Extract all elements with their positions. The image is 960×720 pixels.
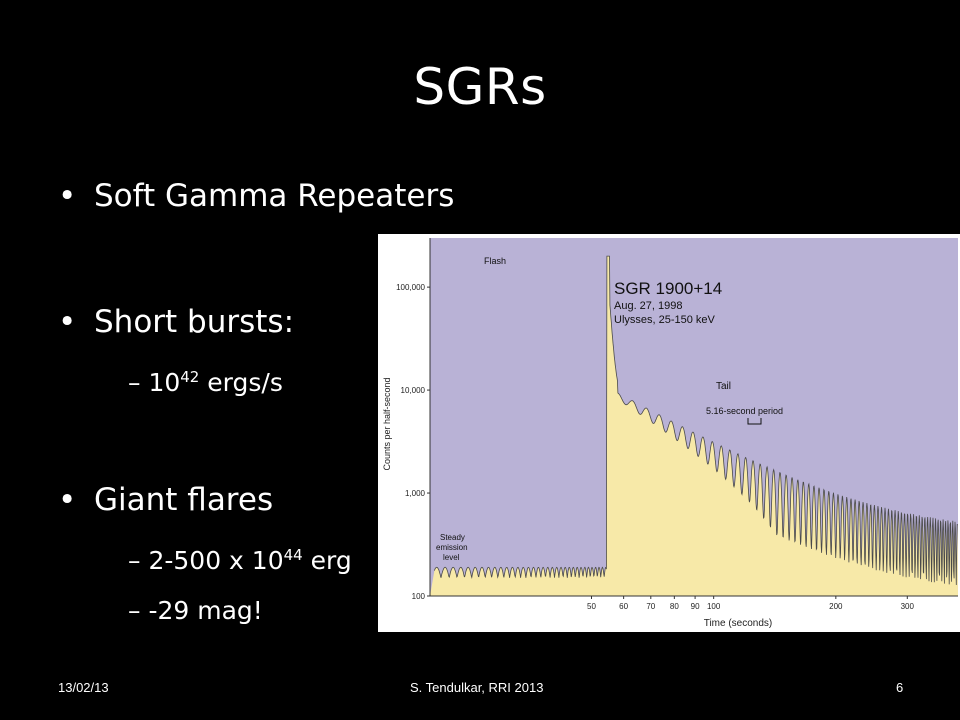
sub-bullet-short-energy: – 1042 ergs/s (128, 368, 283, 397)
bullet-text: Short bursts: (94, 304, 295, 340)
lightcurve-area (430, 255, 958, 596)
sub-bullet-unit: ergs/s (199, 368, 283, 397)
footer-date: 13/02/13 (58, 680, 109, 695)
period-label: 5.16-second period (706, 406, 783, 416)
sub-bullet-unit: erg (302, 546, 352, 575)
sub-bullet-exponent: 42 (180, 368, 200, 386)
x-tick-label: 90 (691, 602, 700, 611)
lightcurve-fill (430, 256, 958, 596)
plot-axes: 100 1,000 10,000 100,000 50 60 70 80 90 100 200 300 (396, 238, 958, 611)
x-tick-label: 60 (619, 602, 628, 611)
period-bracket (747, 418, 762, 425)
x-tick-label: 300 (901, 602, 915, 611)
sgr-lightcurve-figure: 100 1,000 10,000 100,000 50 60 70 80 90 100 200 300… (378, 234, 960, 632)
sub-bullet-base: -29 mag! (148, 596, 263, 625)
x-tick-label: 100 (707, 602, 721, 611)
y-tick-label: 1,000 (405, 489, 426, 498)
bullet-text: Soft Gamma Repeaters (94, 178, 455, 214)
x-tick-label: 200 (829, 602, 843, 611)
tail-label: Tail (716, 381, 731, 392)
steady-label-1: Steady (440, 533, 465, 542)
x-axis-label: Time (seconds) (704, 618, 773, 629)
box-title: SGR 1900+14 (614, 279, 722, 298)
steady-label-2: emission (436, 543, 468, 552)
footer-author: S. Tendulkar, RRI 2013 (410, 680, 544, 695)
bullet-dot: • (58, 304, 77, 340)
x-tick-label: 80 (670, 602, 679, 611)
steady-label-3: level (443, 553, 460, 562)
sub-bullet-base: 2-500 x 10 (148, 546, 284, 575)
y-tick-label: 10,000 (401, 386, 426, 395)
bullet-text: Giant flares (94, 482, 274, 518)
bullet-dot: • (58, 482, 77, 518)
sub-bullet-flare-energy: – 2-500 x 1044 erg (128, 546, 352, 575)
sub-bullet-magnitude: – -29 mag! (128, 596, 263, 625)
x-tick-label: 70 (646, 602, 655, 611)
sub-bullet-dash: – (128, 596, 141, 625)
sub-bullet-dash: – (128, 368, 141, 397)
sub-bullet-exponent: 44 (283, 546, 303, 564)
x-tick-label: 50 (587, 602, 596, 611)
bullet-dot: • (58, 178, 77, 214)
sub-bullet-base: 10 (148, 368, 181, 397)
y-tick-label: 100,000 (396, 283, 425, 292)
y-axis-label: Counts per half-second (382, 377, 392, 470)
slide-title: SGRs (413, 58, 547, 116)
footer-page-number: 6 (896, 680, 904, 695)
box-instrument: Ulysses, 25-150 keV (614, 314, 716, 326)
box-date: Aug. 27, 1998 (614, 300, 683, 312)
lightcurve-line (434, 255, 958, 586)
flash-label: Flash (484, 256, 506, 266)
sub-bullet-dash: – (128, 546, 141, 575)
y-tick-label: 100 (412, 592, 426, 601)
